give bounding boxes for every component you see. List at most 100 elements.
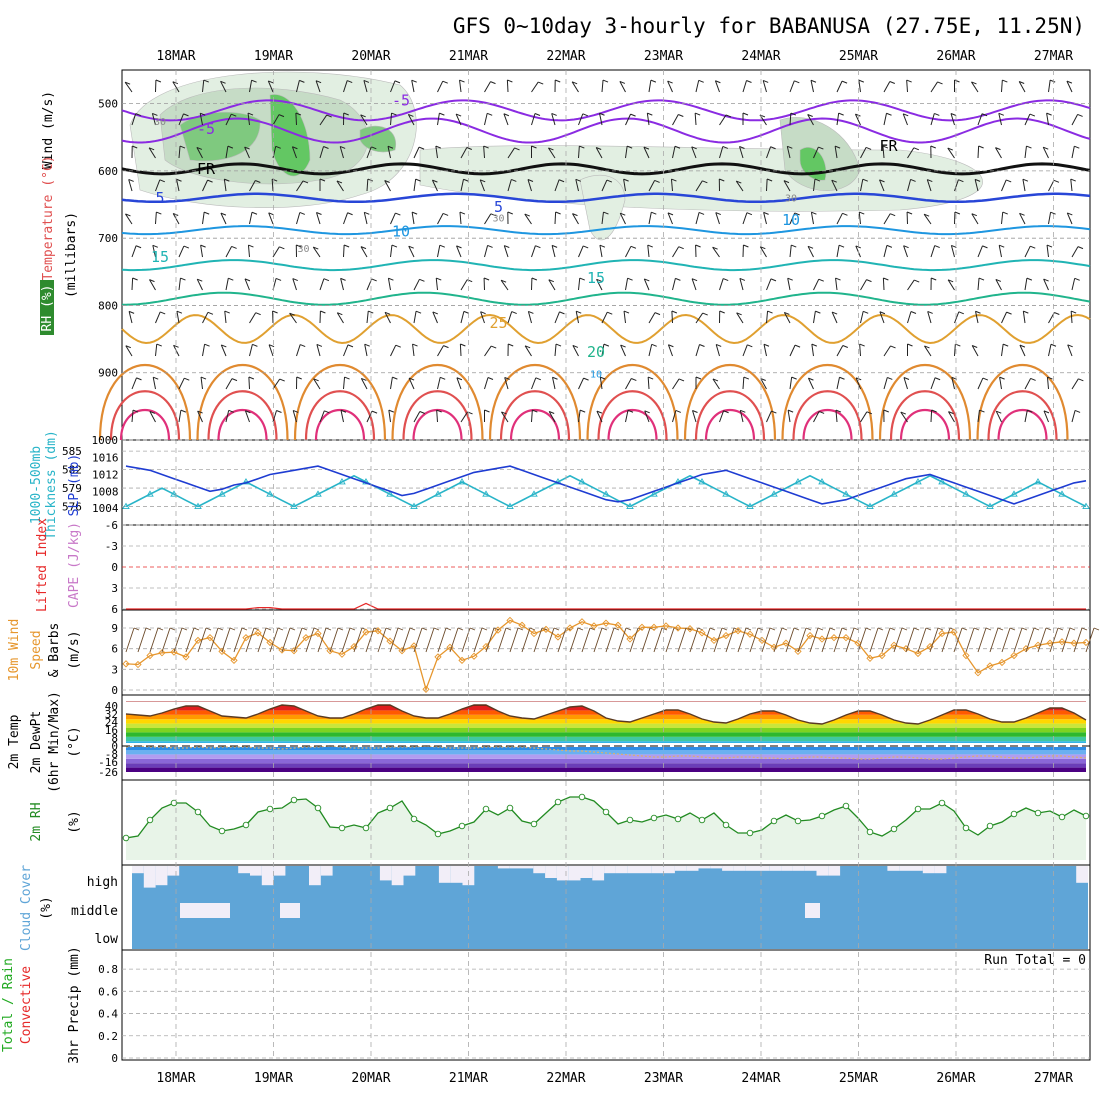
cloud-high-gap: [321, 866, 333, 876]
wind-barb: [837, 245, 839, 257]
wind-barb-flag: [979, 146, 984, 148]
wind-barb: [767, 411, 772, 422]
wind-barb-flag: [324, 411, 329, 413]
wind-barb-flag: [580, 410, 585, 412]
wind-barb: [955, 312, 959, 323]
wind-barb-flag: [256, 313, 261, 315]
warm-loop-9-2: [999, 410, 1047, 440]
wind-barb-flag: [180, 278, 185, 280]
cloud-high-gap: [250, 866, 262, 876]
ylabel-slp: SLP (mb): [67, 454, 82, 517]
wind-barb: [790, 245, 791, 257]
contour-label: FR: [197, 160, 216, 178]
wind-barb: [648, 377, 649, 389]
wind-barb-flag: [676, 410, 681, 412]
wind-barb-flag: [931, 146, 936, 148]
wind-barb-flag: [252, 212, 257, 214]
wind-barb-flag: [1027, 278, 1032, 280]
chart-title: GFS 0~10day 3-hourly for BABANUSA (27.75…: [453, 14, 1085, 38]
contour-label: 10: [782, 211, 800, 229]
wind-barb: [999, 245, 1001, 257]
contour-label: 30: [785, 193, 797, 204]
wind-barb: [297, 345, 301, 356]
warm-loop-6-2: [706, 410, 754, 440]
wind-barb-flag: [320, 311, 325, 313]
wind-barb: [648, 245, 649, 257]
temp-band: [126, 763, 1086, 767]
wind-barb-flag: [1071, 311, 1076, 313]
wind-barb: [673, 247, 679, 257]
wind-barb-flag: [859, 80, 864, 82]
wind-barb-flag: [631, 114, 636, 116]
cloud-mid-gap: [280, 903, 300, 918]
wind-barb: [437, 410, 438, 422]
warm-loop-1-0: [198, 365, 288, 440]
wind-barb-flag: [699, 212, 704, 214]
wind-barb: [720, 279, 724, 290]
wind-barb-flag: [891, 346, 896, 348]
wind-barb-flag: [771, 279, 776, 281]
wind-barb-flag: [1078, 114, 1083, 116]
wind-barb: [1025, 146, 1026, 158]
contour-label: 25: [489, 314, 507, 332]
ylabel-lifted-index: Lifted Index: [35, 518, 50, 612]
rh2m-marker: [867, 829, 873, 835]
date-label-bottom: 26MAR: [936, 1071, 975, 1086]
wind-barb-flag: [1078, 379, 1083, 381]
li-tick: -3: [105, 540, 118, 553]
wind-barb: [341, 410, 343, 422]
wind-barb-flag: [485, 410, 490, 412]
wind-barb: [1071, 311, 1072, 323]
wind-barb: [1025, 278, 1027, 290]
wind-barb-flag: [160, 312, 165, 314]
wind-barb-flag: [795, 345, 800, 347]
warm-loop-3-2: [414, 410, 462, 440]
cloud-high-gap: [498, 866, 510, 868]
wind-barb-flag: [624, 311, 629, 313]
wind-barb: [132, 278, 133, 290]
wind-barb: [999, 113, 1002, 125]
wind-barb-flag: [248, 245, 253, 247]
wind-barb-flag: [1054, 313, 1059, 315]
wind-barb: [341, 278, 344, 290]
cloud-high-gap: [805, 866, 817, 871]
rh2m-marker: [603, 809, 609, 815]
rh2m-marker: [459, 823, 465, 829]
wind-barb-flag: [419, 279, 424, 281]
cloud-high-gap: [935, 866, 947, 873]
wind-barb-flag: [819, 279, 824, 281]
wind-barb-flag: [747, 345, 752, 347]
cloud-high-gap: [404, 866, 416, 876]
wind-barb-flag: [157, 344, 162, 346]
wind-barb: [649, 80, 651, 92]
wind-barb-flag: [652, 344, 657, 346]
wind-barb-flag: [538, 82, 543, 84]
wind-barb-flag: [1071, 179, 1076, 181]
rh2m-marker: [1083, 813, 1089, 819]
wind-barb: [1002, 180, 1007, 191]
cloud-level-middle: middle: [71, 904, 118, 919]
date-label-bottom: 23MAR: [644, 1071, 683, 1086]
wind-barb-flag: [436, 278, 441, 280]
ylabel-temp-4: (°C): [67, 726, 82, 757]
wind-barb: [436, 278, 437, 290]
wind-barb: [976, 311, 978, 323]
wind-barb: [672, 311, 673, 323]
wind-barb: [626, 278, 628, 290]
wind-barb-flag: [839, 377, 844, 379]
cloud-high-gap: [640, 866, 652, 873]
warm-loop-7-2: [804, 410, 852, 440]
wind-barb: [225, 311, 226, 323]
temp-band: [126, 750, 1086, 754]
rh2m-marker: [771, 818, 777, 824]
wind-barb: [861, 280, 867, 290]
wind-barb-flag: [181, 410, 186, 412]
wind-barb: [600, 245, 602, 257]
wind-barb: [1072, 410, 1075, 422]
wind-barb-flag: [1075, 278, 1080, 280]
wind-barb-flag: [842, 81, 847, 83]
wind-barb-flag: [372, 279, 377, 281]
precip-tick: 0.4: [98, 1008, 118, 1021]
